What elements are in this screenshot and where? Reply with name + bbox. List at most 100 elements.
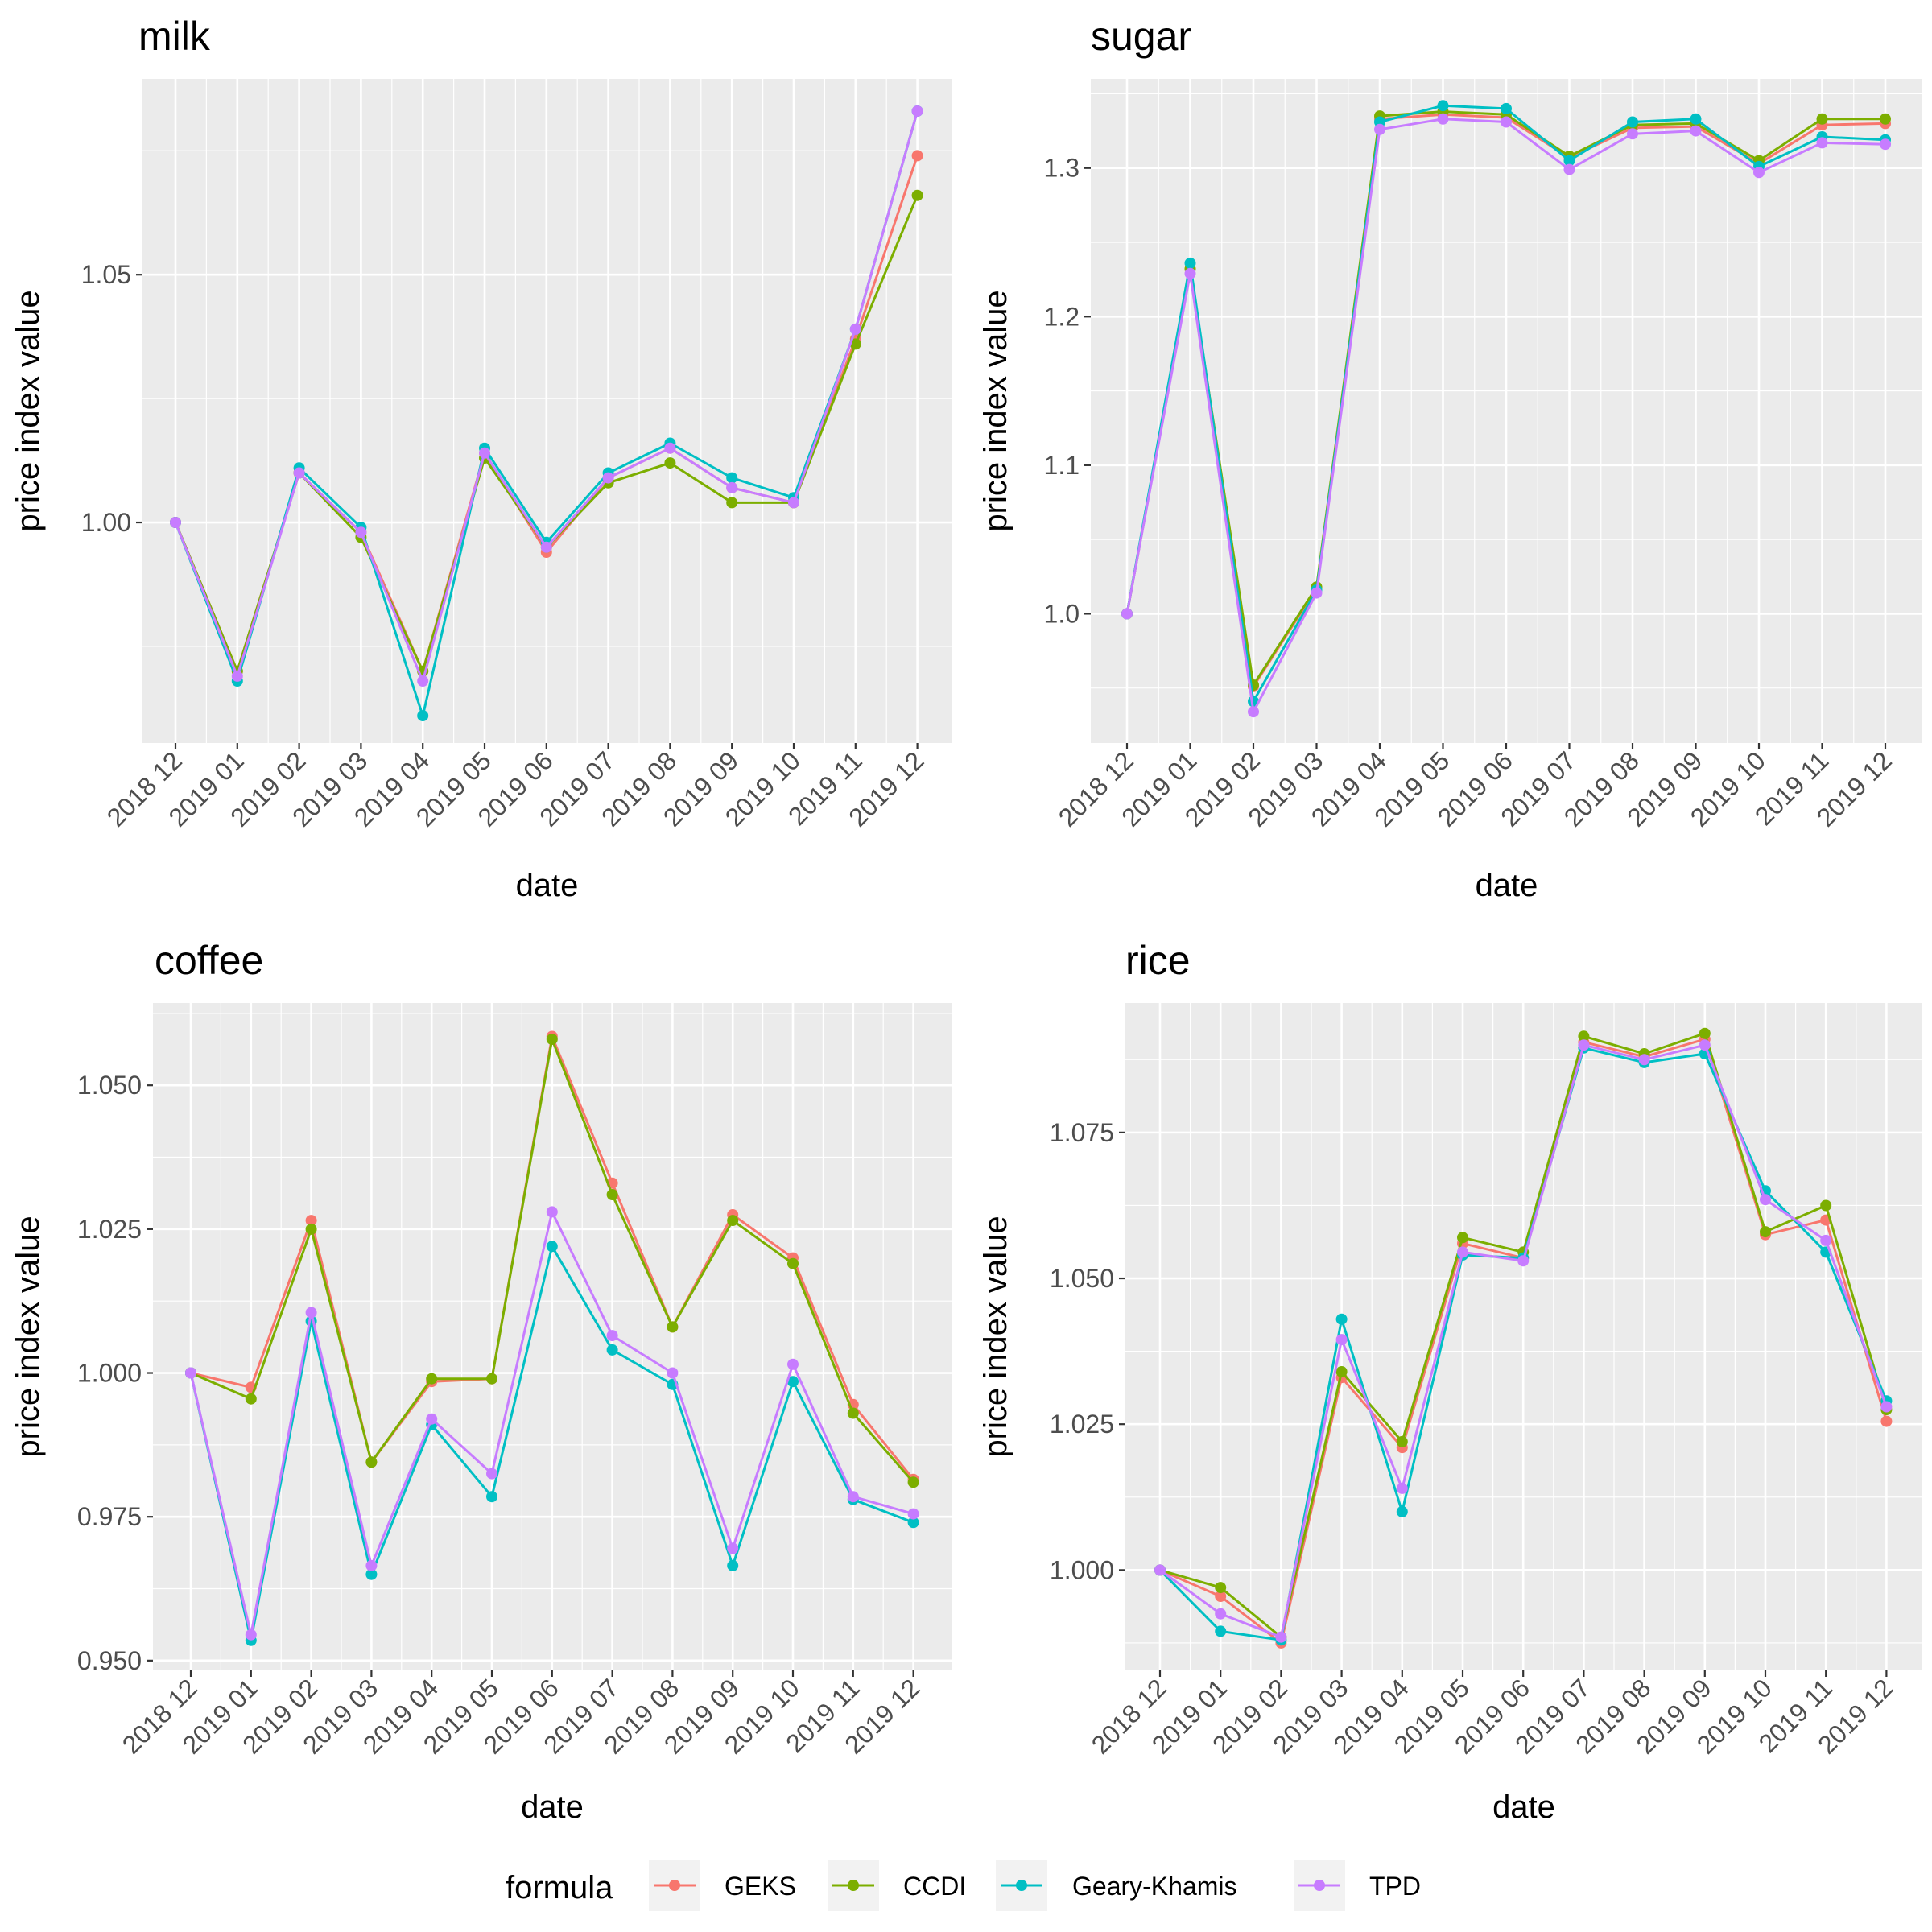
data-point [727,1559,739,1571]
series-tpd [170,105,923,687]
data-point [849,323,861,335]
data-point [546,1206,558,1218]
data-point [365,1559,378,1571]
y-axis-title: price index value [978,1216,1013,1457]
data-point [1753,167,1765,179]
data-point [1215,1608,1227,1620]
legend-label: GEKS [724,1872,796,1901]
data-point [1699,1027,1711,1039]
data-point [1374,123,1385,135]
y-tick-label: 0.950 [77,1646,142,1675]
data-point [788,497,799,509]
data-point [1820,1234,1832,1246]
data-point [726,497,738,509]
data-point [1396,1505,1408,1517]
data-point [540,541,552,553]
y-tick-label: 1.2 [1044,302,1080,331]
x-axis-title: date [1476,868,1538,903]
y-tick-label: 1.000 [1050,1555,1114,1584]
data-point [245,1393,257,1405]
series-tpd [1121,113,1891,718]
data-point [1638,1054,1650,1066]
x-axis-title: date [521,1790,584,1825]
data-point [365,1456,378,1468]
data-point [417,710,429,722]
legend: formula GEKS CCDI Geary-Khamis TPD [506,1860,1421,1911]
data-point [787,1376,799,1388]
data-point [1457,1246,1468,1258]
data-point [305,1215,317,1227]
series-tpd [185,1206,919,1641]
data-point [1335,1313,1348,1325]
y-tick-label: 1.000 [77,1359,142,1388]
panel-title: milk [138,14,211,59]
data-point [1563,163,1575,175]
series-tpd [1154,1039,1893,1643]
data-point [1437,113,1449,125]
y-tick-label: 1.075 [1050,1118,1114,1147]
data-point [185,1367,196,1379]
data-point [1760,1194,1771,1206]
data-point [305,1223,317,1235]
data-point [546,1034,558,1045]
data-point [426,1373,438,1385]
legend-label: Geary-Khamis [1072,1872,1237,1901]
legend-item-geary-khamis: Geary-Khamis [996,1860,1237,1911]
data-point [907,1508,919,1520]
data-point [727,1542,739,1554]
legend-key-point [848,1880,859,1891]
data-point [1275,1631,1287,1643]
data-point [1215,1625,1227,1637]
data-point [907,1517,919,1529]
data-point [849,338,861,350]
legend-key-point [669,1880,680,1891]
data-point [1690,113,1702,125]
data-point [1501,116,1512,128]
panel-title: coffee [155,938,263,983]
y-tick-label: 1.025 [1050,1410,1114,1439]
data-point [1311,587,1323,599]
data-point [486,1491,497,1503]
data-point [787,1257,799,1269]
data-point [355,526,367,539]
y-tick-label: 1.3 [1044,154,1080,183]
y-tick-label: 1.0 [1044,599,1080,628]
data-point [602,472,614,484]
legend-key-point [1016,1880,1027,1891]
data-point [245,1629,257,1641]
data-point [1820,1199,1832,1212]
data-point [1184,267,1196,279]
y-tick-label: 1.00 [81,508,131,537]
data-point [1563,155,1575,167]
data-point [911,150,923,162]
data-point [1699,1039,1711,1051]
legend-item-geks: GEKS [649,1860,796,1911]
data-point [1880,1415,1893,1427]
data-point [1627,128,1638,140]
data-point [1760,1226,1771,1238]
data-point [1121,608,1133,620]
data-point [847,1407,859,1419]
data-point [606,1330,618,1342]
y-tick-label: 1.025 [77,1215,142,1244]
data-point [1816,137,1828,149]
data-point [486,1373,497,1385]
data-point [1578,1039,1590,1051]
y-tick-label: 0.975 [77,1502,142,1531]
data-point [907,1476,919,1488]
legend-item-tpd: TPD [1294,1860,1421,1911]
data-point [417,675,429,687]
data-point [426,1413,438,1425]
data-point [847,1491,859,1503]
x-axis-title: date [1492,1790,1555,1825]
data-point [1335,1366,1348,1377]
data-point [1335,1334,1348,1346]
data-point [667,1321,679,1333]
panel-title: rice [1125,938,1191,983]
data-point [1501,102,1512,114]
